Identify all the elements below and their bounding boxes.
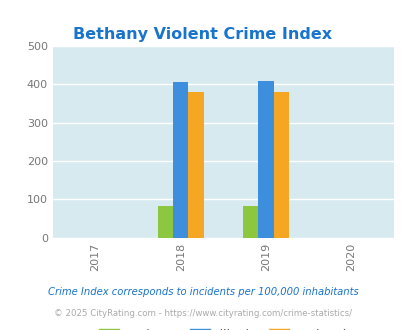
Text: © 2025 CityRating.com - https://www.cityrating.com/crime-statistics/: © 2025 CityRating.com - https://www.city…: [54, 309, 351, 318]
Bar: [242, 206, 258, 238]
Bar: [258, 82, 273, 238]
Bar: [173, 82, 188, 238]
Bar: [157, 206, 173, 238]
Text: Crime Index corresponds to incidents per 100,000 inhabitants: Crime Index corresponds to incidents per…: [47, 287, 358, 297]
Bar: [273, 92, 288, 238]
Text: Bethany Violent Crime Index: Bethany Violent Crime Index: [73, 27, 332, 42]
Bar: [188, 92, 203, 238]
Legend: Bethany, Illinois, National: Bethany, Illinois, National: [94, 324, 351, 330]
